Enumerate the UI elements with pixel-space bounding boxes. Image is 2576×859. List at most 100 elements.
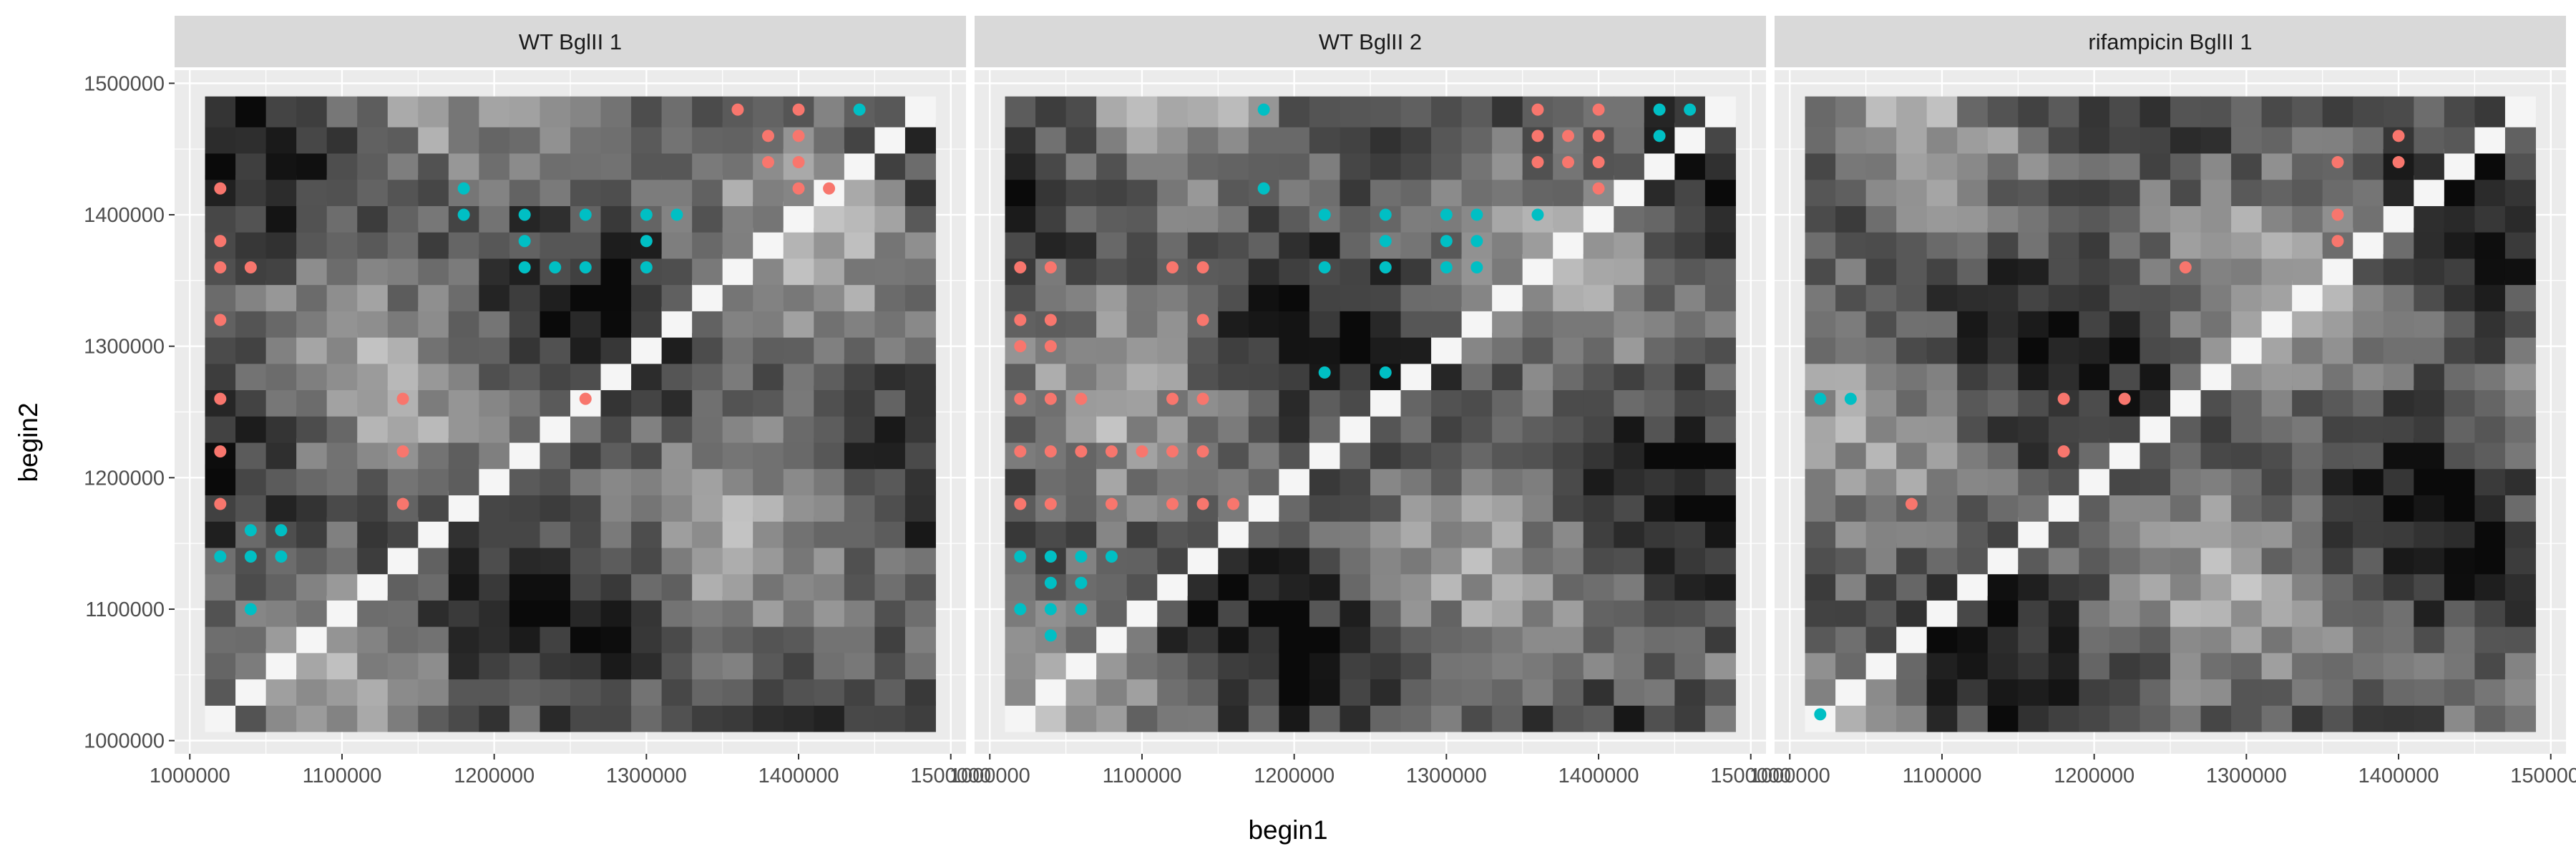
heatmap-tile: [1065, 306, 1097, 338]
point-red: [762, 130, 774, 142]
heatmap-tile: [1400, 149, 1432, 180]
heatmap-tile: [326, 412, 358, 443]
heatmap-tile: [1704, 674, 1736, 706]
heatmap-tile: [2018, 517, 2049, 548]
heatmap-tile: [1461, 306, 1493, 338]
heatmap-tile: [1126, 333, 1158, 364]
heatmap-tile: [1835, 280, 1867, 311]
heatmap-tile: [1492, 543, 1523, 575]
heatmap-tile: [1987, 175, 2019, 206]
heatmap-tile: [1644, 464, 1675, 495]
heatmap-tile: [2140, 649, 2171, 680]
heatmap-tile: [509, 596, 540, 627]
heatmap-tile: [1309, 596, 1340, 627]
heatmap-tile: [2261, 438, 2293, 470]
heatmap-tile: [1896, 359, 1928, 391]
heatmap-tile: [540, 490, 571, 522]
heatmap-tile: [2231, 359, 2263, 391]
point-cyan: [640, 261, 653, 273]
heatmap-tile: [1644, 201, 1675, 233]
x-tick-label: 1100000: [303, 765, 382, 787]
heatmap-tile: [2444, 175, 2475, 206]
heatmap-tile: [1522, 385, 1553, 417]
heatmap-tile: [1065, 333, 1097, 364]
heatmap-tile: [2231, 306, 2263, 338]
heatmap-tile: [844, 622, 875, 654]
heatmap-tile: [2018, 701, 2049, 732]
heatmap-tile: [2444, 649, 2475, 680]
heatmap-tile: [1065, 412, 1097, 443]
heatmap-tile: [2109, 596, 2140, 627]
heatmap-tile: [2200, 438, 2232, 470]
heatmap-tile: [2018, 280, 2049, 311]
heatmap-tile: [2292, 674, 2323, 706]
heatmap-tile: [509, 412, 540, 443]
heatmap-tile: [540, 438, 571, 470]
x-tick-label: 1300000: [1406, 765, 1487, 787]
heatmap-tile: [2353, 175, 2384, 206]
heatmap-tile: [722, 464, 753, 495]
heatmap-tile: [2322, 385, 2353, 417]
heatmap-tile: [570, 490, 602, 522]
heatmap-tile: [2322, 280, 2353, 311]
heatmap-tile: [2353, 201, 2384, 233]
heatmap-tile: [1005, 649, 1036, 680]
point-red: [214, 392, 227, 405]
heatmap-tile: [600, 517, 632, 548]
heatmap-tile: [235, 622, 267, 654]
heatmap-tile: [1896, 228, 1928, 259]
heatmap-tile: [479, 674, 510, 706]
heatmap-tile: [2109, 701, 2140, 732]
point-red: [1014, 392, 1027, 405]
heatmap-tile: [2474, 464, 2506, 495]
heatmap-tile: [2504, 649, 2536, 680]
heatmap-tile: [540, 385, 571, 417]
heatmap-tile: [2200, 464, 2232, 495]
heatmap-tile: [235, 385, 267, 417]
heatmap-tile: [1187, 543, 1219, 575]
heatmap-tile: [844, 333, 875, 364]
heatmap-tile: [1370, 622, 1402, 654]
heatmap-tile: [1431, 385, 1463, 417]
point-red: [1562, 156, 1574, 169]
heatmap-tile: [2231, 438, 2263, 470]
heatmap-tile: [235, 649, 267, 680]
heatmap-tile: [1157, 596, 1189, 627]
point-red: [1166, 445, 1179, 458]
heatmap-tile: [1835, 701, 1867, 732]
heatmap-tile: [814, 517, 845, 548]
strip-background: [975, 16, 1766, 67]
heatmap-tile: [904, 438, 936, 470]
heatmap-tile: [540, 122, 571, 154]
heatmap-tile: [783, 517, 814, 548]
heatmap-tile: [2474, 122, 2506, 154]
heatmap-tile: [2048, 201, 2079, 233]
heatmap-tile: [2414, 122, 2445, 154]
heatmap-tile: [448, 464, 479, 495]
heatmap-tile: [1065, 122, 1097, 154]
heatmap-tile: [2474, 438, 2506, 470]
heatmap-tile: [1926, 596, 1958, 627]
heatmap-tile: [479, 96, 510, 127]
point-cyan: [518, 208, 531, 221]
heatmap-tile: [904, 201, 936, 233]
heatmap-tile: [1492, 385, 1523, 417]
heatmap-tile: [904, 464, 936, 495]
heatmap-tile: [1674, 254, 1706, 286]
heatmap-tile: [1835, 175, 1867, 206]
point-cyan: [244, 550, 257, 563]
heatmap-tile: [1431, 359, 1463, 391]
heatmap-tile: [2261, 306, 2293, 338]
heatmap-tile: [1065, 228, 1097, 259]
heatmap-tile: [600, 359, 632, 391]
y-tick-label: 1400000: [84, 204, 165, 227]
heatmap-tile: [753, 464, 784, 495]
heatmap-tile: [326, 359, 358, 391]
heatmap-tile: [722, 254, 753, 286]
heatmap-tile: [1896, 649, 1928, 680]
heatmap-tile: [1805, 674, 1836, 706]
heatmap-tile: [1926, 543, 1958, 575]
heatmap-tile: [1805, 649, 1836, 680]
heatmap-tile: [296, 333, 328, 364]
heatmap-tile: [2231, 517, 2263, 548]
